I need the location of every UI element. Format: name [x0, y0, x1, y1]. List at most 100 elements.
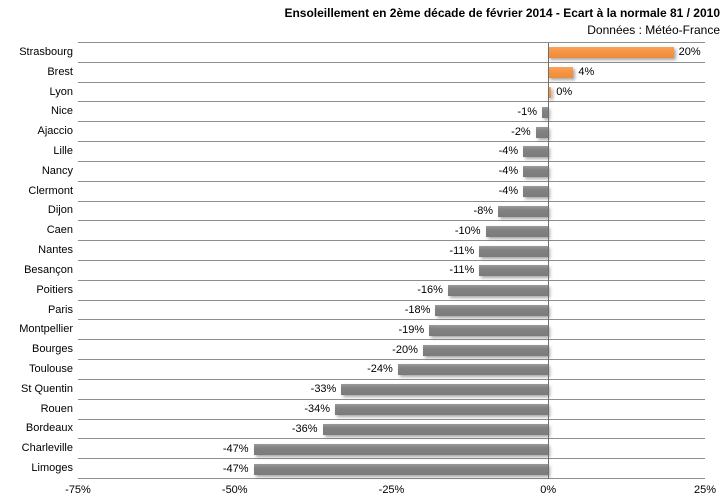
x-tick-label: 0%: [540, 484, 557, 496]
category-label: Paris: [47, 303, 73, 316]
chart-row: -4%: [78, 162, 705, 182]
bar-value-label: -34%: [304, 403, 331, 416]
bar: [479, 245, 549, 257]
category-label: Strasbourg: [19, 45, 73, 58]
x-tick-label: -25%: [378, 484, 405, 496]
chart-row: 0%: [78, 83, 705, 103]
category-label: Dijon: [47, 204, 73, 217]
chart-row: -47%: [78, 439, 705, 460]
category-label: Bourges: [32, 343, 73, 356]
chart-row: -19%: [78, 320, 705, 341]
bar-value-label: -4%: [498, 145, 519, 158]
category-label: Poitiers: [36, 283, 73, 296]
bar-value-label: 20%: [678, 46, 701, 59]
category-label: Nice: [50, 105, 73, 118]
x-tick-label: -50%: [221, 484, 248, 496]
bar: [322, 423, 549, 435]
chart-row: -33%: [78, 380, 705, 400]
chart-row: -4%: [78, 142, 705, 162]
chart-row: -2%: [78, 122, 705, 143]
bar-value-label: -11%: [449, 244, 475, 257]
category-label: Brest: [47, 65, 73, 78]
category-label: Nancy: [41, 164, 73, 177]
category-label: Charleville: [21, 442, 73, 455]
bar: [435, 305, 549, 317]
chart-row: -16%: [78, 281, 705, 301]
bar: [535, 126, 549, 138]
category-label: Bordeaux: [25, 422, 73, 435]
chart-row: 4%: [78, 63, 705, 83]
bar: [253, 443, 549, 455]
bar-value-label: -20%: [392, 343, 418, 356]
category-label: St Quentin: [21, 382, 73, 395]
bar: [485, 225, 549, 237]
bar: [548, 47, 674, 59]
bar-value-label: -18%: [404, 304, 431, 317]
bar-value-label: -4%: [498, 165, 519, 178]
chart-subtitle: Données : Météo-France: [587, 23, 720, 37]
bar: [447, 285, 549, 297]
bar: [479, 265, 549, 277]
bar: [523, 146, 549, 158]
chart-row: 20%: [78, 43, 705, 63]
bar-value-label: -10%: [454, 224, 481, 237]
bar: [498, 205, 549, 217]
plot-area: 20% 4% 0% -1% -2% -4% -4% -4% -8% -10% -11% -11% -16…: [78, 42, 705, 479]
chart-row: -1%: [78, 102, 705, 123]
bar-value-label: -47%: [222, 442, 249, 455]
bar-value-label: -1%: [517, 105, 537, 118]
bar-value-label: 4%: [578, 66, 595, 79]
bar-value-label: -16%: [417, 284, 443, 297]
bar-value-label: -33%: [310, 383, 337, 396]
chart-row: -11%: [78, 241, 705, 261]
zero-axis-line: [547, 43, 549, 479]
bar: [422, 344, 549, 356]
x-axis: -75% -50% -25% 0% 25%: [65, 484, 716, 502]
chart-row: -20%: [78, 340, 705, 361]
category-label: Nantes: [38, 244, 73, 257]
category-label: Besançon: [24, 263, 73, 276]
category-label: Ajaccio: [37, 125, 73, 138]
chart-row: -4%: [78, 182, 705, 202]
category-label: Rouen: [40, 402, 73, 415]
bar-value-label: -8%: [473, 204, 494, 217]
chart-row: -34%: [78, 400, 705, 420]
bar: [341, 384, 549, 396]
chart-row: -24%: [78, 360, 705, 380]
chart-title: Ensoleillement en 2ème décade de février…: [284, 6, 720, 20]
bar-value-label: -47%: [222, 462, 249, 475]
chart-row: -18%: [78, 301, 705, 321]
bar-value-label: -2%: [511, 125, 531, 138]
category-label: Toulouse: [28, 362, 73, 375]
bar-value-label: -4%: [498, 185, 519, 198]
bar-value-label: -24%: [367, 363, 393, 376]
bar: [253, 463, 549, 475]
bar: [541, 106, 549, 118]
category-label: Clermont: [28, 184, 73, 197]
chart-row: -11%: [78, 261, 705, 281]
chart-row: -47%: [78, 459, 705, 479]
bar-value-label: -11%: [449, 264, 475, 277]
category-label: Montpellier: [19, 323, 73, 336]
chart-row: -8%: [78, 202, 705, 222]
bar: [523, 166, 549, 178]
x-tick-label: -75%: [65, 484, 91, 496]
chart-row: -36%: [78, 420, 705, 440]
bar: [335, 404, 549, 416]
bar: [548, 87, 552, 99]
category-label: Lyon: [49, 85, 73, 98]
chart-header: Ensoleillement en 2ème décade de février…: [284, 6, 720, 37]
bar: [429, 324, 549, 336]
category-label: Caen: [46, 224, 73, 237]
bar: [548, 67, 574, 79]
category-label: Lille: [53, 144, 73, 157]
x-tick-label: 25%: [693, 484, 717, 496]
bar: [523, 186, 549, 198]
chart-row: -10%: [78, 221, 705, 242]
bar-value-label: -19%: [398, 323, 425, 336]
category-axis: Strasbourg Brest Lyon Nice Ajaccio Lille Nancy…: [0, 42, 73, 478]
bar-value-label: 0%: [556, 86, 573, 99]
category-label: Limoges: [31, 462, 73, 475]
bar: [397, 364, 549, 376]
